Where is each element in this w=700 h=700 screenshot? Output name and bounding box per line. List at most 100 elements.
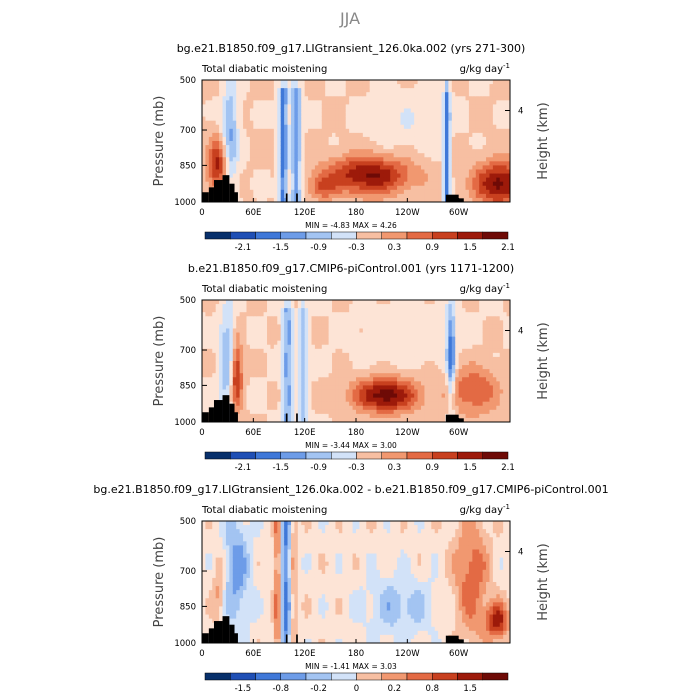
heatmap-cell (253, 389, 258, 394)
heatmap-cell (369, 157, 374, 162)
heatmap-cell (397, 332, 401, 337)
heatmap-cell (448, 169, 453, 174)
heatmap-cell (287, 352, 292, 358)
heatmap-cell (468, 124, 473, 130)
heatmap-cell (314, 316, 319, 321)
heatmap-cell (369, 409, 374, 415)
heatmap-cell (284, 393, 288, 398)
heatmap-cell (325, 393, 330, 398)
heatmap-cell (342, 193, 347, 199)
heatmap-cell (202, 100, 206, 105)
heatmap-cell (393, 413, 398, 419)
heatmap-cell (325, 328, 330, 333)
heatmap-cell (260, 92, 264, 97)
heatmap-cell (308, 100, 312, 105)
heatmap-cell (424, 100, 429, 105)
heatmap-cell (499, 149, 504, 154)
heatmap-cell (403, 332, 408, 337)
heatmap-cell (212, 344, 217, 350)
heatmap-cell (236, 417, 241, 423)
heatmap-cell (208, 96, 213, 101)
heatmap-cell (243, 177, 247, 183)
heatmap-cell (280, 112, 285, 117)
heatmap-cell (421, 132, 425, 138)
heatmap-cell (386, 149, 391, 154)
heatmap-cell (249, 320, 254, 325)
heatmap-cell (294, 157, 299, 162)
heatmap-cell (253, 177, 258, 183)
heatmap-cell (345, 328, 350, 333)
heatmap-cell (202, 84, 206, 89)
heatmap-cell (397, 320, 401, 325)
heatmap-cell (253, 88, 258, 93)
heatmap-cell (232, 80, 237, 85)
heatmap-cell (277, 405, 282, 411)
heatmap-cell (434, 300, 439, 305)
heatmap-cell (225, 344, 230, 350)
heatmap-cell (328, 352, 333, 358)
heatmap-cell (277, 189, 282, 195)
heatmap-cell (407, 100, 412, 105)
heatmap-cell (328, 365, 333, 370)
heatmap-cell (441, 393, 446, 398)
heatmap-cell (376, 308, 381, 313)
heatmap-cell (465, 116, 470, 122)
heatmap-cell (499, 84, 504, 89)
heatmap-cell (438, 312, 442, 317)
heatmap-cell (267, 308, 271, 313)
heatmap-cell (414, 112, 418, 117)
heatmap-cell (342, 80, 347, 85)
heatmap-cell (349, 189, 353, 195)
heatmap-cell (243, 365, 247, 370)
heatmap-cell (362, 181, 367, 187)
heatmap-cell (308, 304, 312, 309)
heatmap-cell (366, 161, 371, 166)
heatmap-cell (338, 104, 343, 109)
heatmap-cell (482, 128, 487, 134)
heatmap-cell (373, 381, 377, 386)
heatmap-cell (294, 84, 299, 89)
heatmap-cell (342, 185, 347, 191)
heatmap-cell (267, 181, 271, 187)
heatmap-cell (260, 340, 264, 346)
heatmap-cell (379, 328, 384, 333)
heatmap-cell (458, 128, 463, 134)
heatmap-cell (232, 328, 237, 333)
heatmap-cell (349, 348, 353, 354)
heatmap-cell (280, 320, 285, 325)
heatmap-cell (390, 381, 395, 386)
heatmap-cell (328, 361, 333, 366)
heatmap-cell (352, 336, 357, 342)
heatmap-cell (444, 177, 449, 183)
heatmap-cell (297, 393, 302, 398)
heatmap-cell (280, 157, 285, 162)
heatmap-cell (448, 100, 453, 105)
heatmap-cell (359, 124, 364, 130)
heatmap-cell (338, 389, 343, 394)
heatmap-cell (383, 92, 388, 97)
heatmap-cell (369, 189, 374, 195)
heatmap-cell (444, 324, 449, 329)
heatmap-cell (342, 405, 347, 411)
heatmap-cell (376, 84, 381, 89)
heatmap-cell (403, 96, 408, 101)
heatmap-cell (356, 185, 360, 191)
heatmap-cell (441, 161, 446, 166)
heatmap-cell (270, 108, 275, 113)
heatmap-cell (270, 397, 275, 403)
heatmap-cell (304, 149, 309, 154)
heatmap-cell (468, 84, 473, 89)
heatmap-cell (202, 385, 206, 390)
heatmap-cell (294, 377, 299, 382)
heatmap-cell (462, 88, 466, 93)
heatmap-cell (342, 401, 347, 407)
heatmap-cell (294, 312, 299, 317)
heatmap-cell (424, 336, 429, 342)
heatmap-cell (362, 328, 367, 333)
heatmap-cell (263, 393, 268, 398)
heatmap-cell (373, 393, 377, 398)
heatmap-cell (205, 100, 210, 105)
heatmap-cell (424, 361, 429, 366)
heatmap-cell (434, 365, 439, 370)
heatmap-cell (393, 124, 398, 130)
